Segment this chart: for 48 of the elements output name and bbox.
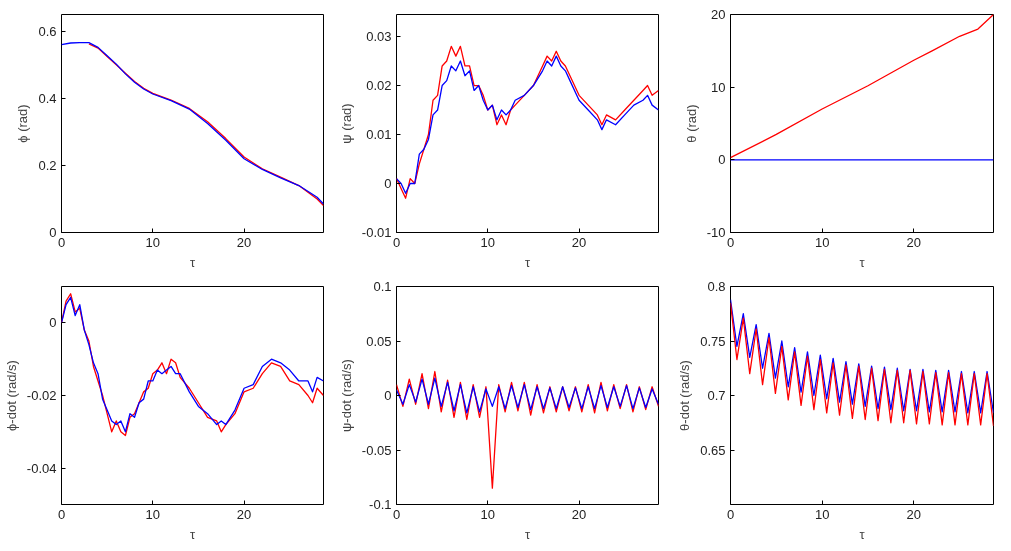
- y-tick-label: 0: [384, 388, 392, 403]
- y-tick-label: 0.02: [366, 78, 392, 94]
- y-tick-label: -0.02: [26, 388, 57, 403]
- y-tick-label: -0.05: [361, 442, 392, 458]
- y-tick-label: 0.03: [366, 29, 392, 45]
- x-tick-label: 20: [571, 506, 587, 522]
- y-tick-label: -0.1: [369, 497, 392, 512]
- x-axis-title: τ: [524, 526, 531, 542]
- y-axis-title: ψ-dot (rad/s): [338, 359, 354, 432]
- x-tick-label: 10: [814, 234, 830, 250]
- y-tick-label: 0.6: [38, 23, 57, 39]
- y-axis-title: θ (rad): [683, 104, 699, 143]
- y-tick-label: 20: [711, 7, 726, 22]
- y-tick-label: 0.75: [700, 333, 726, 349]
- y-tick-label: 0.2: [38, 157, 57, 173]
- x-tick-label: 10: [480, 234, 496, 250]
- y-axis-title: ϕ (rad): [15, 104, 31, 143]
- x-axis-title: τ: [189, 526, 196, 542]
- x-axis-title: τ: [859, 526, 866, 542]
- x-tick-label: 20: [236, 506, 252, 522]
- x-tick-label: 10: [145, 234, 161, 250]
- y-tick-label: 0.8: [707, 279, 726, 294]
- x-axis-title: τ: [189, 254, 196, 270]
- x-tick-label: 20: [571, 234, 587, 250]
- x-tick-label: 10: [480, 506, 496, 522]
- y-tick-label: -0.01: [361, 225, 392, 240]
- x-axis-title: τ: [859, 254, 866, 270]
- y-axis-title: ψ (rad): [338, 103, 354, 144]
- y-axis-title: θ-dot (rad/s): [677, 360, 693, 431]
- y-axis-title: ϕ-dot (rad/s): [3, 360, 19, 431]
- y-tick-label: 0.05: [366, 333, 392, 349]
- y-tick-label: 0.1: [373, 279, 392, 294]
- x-tick-label: 10: [814, 506, 830, 522]
- y-tick-label: -10: [706, 225, 726, 240]
- y-tick-label: 0.65: [700, 442, 726, 458]
- y-tick-label: 0: [718, 152, 726, 168]
- x-tick-label: 20: [906, 506, 922, 522]
- x-tick-label: 20: [906, 234, 922, 250]
- x-tick-label: 20: [236, 234, 252, 250]
- y-tick-label: 0.01: [366, 127, 392, 143]
- y-tick-label: -0.04: [26, 460, 57, 476]
- y-tick-label: 10: [711, 79, 726, 95]
- y-tick-label: 0.4: [38, 90, 57, 106]
- y-tick-label: 0.7: [707, 388, 726, 403]
- x-tick-label: 10: [145, 506, 161, 522]
- x-axis-title: τ: [524, 254, 531, 270]
- y-tick-label: 0: [384, 176, 392, 192]
- y-tick-label: 0: [49, 315, 57, 331]
